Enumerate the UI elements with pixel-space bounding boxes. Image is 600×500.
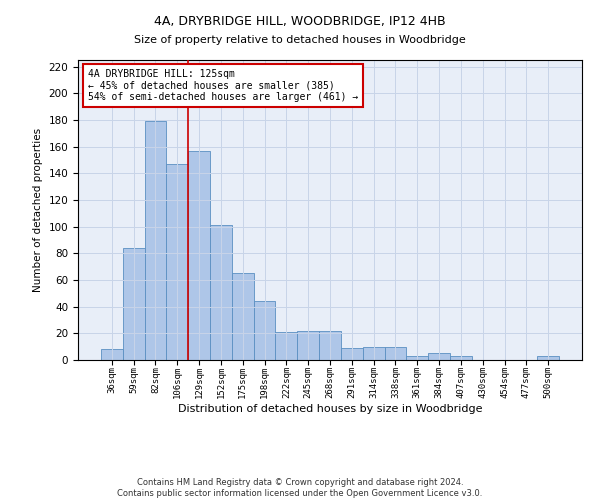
Bar	[450, 356, 472, 360]
Bar	[188, 150, 210, 360]
Bar	[232, 274, 254, 360]
Bar	[297, 330, 319, 360]
Bar	[166, 164, 188, 360]
Text: Contains HM Land Registry data © Crown copyright and database right 2024.
Contai: Contains HM Land Registry data © Crown c…	[118, 478, 482, 498]
Text: Size of property relative to detached houses in Woodbridge: Size of property relative to detached ho…	[134, 35, 466, 45]
Bar	[254, 302, 275, 360]
Bar	[101, 350, 123, 360]
X-axis label: Distribution of detached houses by size in Woodbridge: Distribution of detached houses by size …	[178, 404, 482, 414]
Bar	[275, 332, 297, 360]
Bar	[385, 346, 406, 360]
Bar	[537, 356, 559, 360]
Bar	[428, 354, 450, 360]
Bar	[123, 248, 145, 360]
Bar	[406, 356, 428, 360]
Y-axis label: Number of detached properties: Number of detached properties	[33, 128, 43, 292]
Text: 4A DRYBRIDGE HILL: 125sqm
← 45% of detached houses are smaller (385)
54% of semi: 4A DRYBRIDGE HILL: 125sqm ← 45% of detac…	[88, 69, 358, 102]
Bar	[210, 226, 232, 360]
Text: 4A, DRYBRIDGE HILL, WOODBRIDGE, IP12 4HB: 4A, DRYBRIDGE HILL, WOODBRIDGE, IP12 4HB	[154, 15, 446, 28]
Bar	[341, 348, 363, 360]
Bar	[319, 330, 341, 360]
Bar	[363, 346, 385, 360]
Bar	[145, 122, 166, 360]
